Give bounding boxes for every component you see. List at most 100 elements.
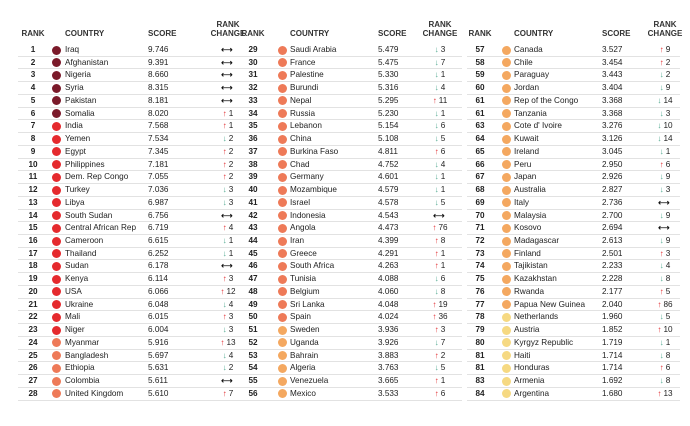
- rank-cell: 6: [30, 108, 36, 118]
- score-cell: 6.756: [148, 210, 169, 220]
- score-cell: 2.613: [602, 236, 623, 246]
- arrow-up-icon: ↑: [434, 325, 439, 335]
- rank-change-value: 5: [665, 286, 671, 296]
- no-change-icon: ⟷: [221, 210, 233, 220]
- table-column-1: RANK COUNTRY SCORE RANK CHANGE 1 Iraq 9.746 ⟷ 2 Af…: [18, 14, 245, 401]
- table-row: 5 Pakistan 8.181 ⟷: [18, 95, 240, 108]
- risk-tier-dot: [52, 223, 61, 233]
- rank-cell: 22: [28, 312, 38, 322]
- country-cell: Indonesia: [290, 210, 326, 220]
- country-cell: Ethiopia: [65, 363, 95, 373]
- rank-change-cell: ↑ 3: [420, 324, 460, 336]
- rank-change-cell: ⟷: [645, 197, 685, 209]
- rank-cell: 69: [475, 197, 485, 207]
- rank-change-cell: ⟷: [208, 375, 248, 387]
- table-row: 1 Iraq 9.746 ⟷: [18, 44, 240, 57]
- table-row: 48 Belgium 4.060 ↓ 8: [240, 286, 462, 299]
- score-cell: 1.680: [602, 388, 623, 398]
- risk-tier-dot: [502, 363, 511, 373]
- rank-cell: 51: [248, 325, 258, 335]
- score-cell: 7.534: [148, 134, 169, 144]
- rank-change-cell: ↑ 2: [420, 350, 460, 362]
- table-row: 46 South Africa 4.263 ↑ 1: [240, 260, 462, 274]
- table-row: 74 Tajikistan 2.233 ↓ 4: [467, 260, 680, 274]
- table-row: 77 Papua New Guinea 2.040 ↑ 86: [467, 299, 680, 312]
- rank-change-cell: ↓ 1: [420, 108, 460, 120]
- arrow-up-icon: ↑: [659, 363, 664, 373]
- rank-cell: 23: [28, 325, 38, 335]
- table-row: 70 Malaysia 2.700 ↓ 9: [467, 210, 680, 223]
- rank-cell: 63: [475, 121, 485, 131]
- arrow-down-icon: ↓: [434, 159, 439, 169]
- table-row: 33 Nepal 5.295 ↑ 11: [240, 95, 462, 108]
- rank-change-value: 9: [665, 172, 671, 182]
- rank-change-cell: ↓ 3: [208, 324, 248, 336]
- country-cell: Palestine: [290, 70, 324, 80]
- rank-change-value: 1: [440, 248, 446, 258]
- arrow-up-icon: ↑: [220, 286, 225, 296]
- rank-change-value: 8: [440, 286, 446, 296]
- rank-change-value: 3: [228, 325, 234, 335]
- table-row: 83 Armenia 1.692 ↓ 8: [467, 375, 680, 388]
- score-cell: 2.040: [602, 299, 623, 309]
- rank-change-value: 1: [440, 376, 446, 386]
- rank-change-value: 2: [665, 70, 671, 80]
- rank-change-value: 1: [440, 185, 446, 195]
- rank-change-value: 6: [440, 146, 446, 156]
- header-rank-change: RANK CHANGE: [645, 20, 685, 38]
- rank-change-cell: ↑ 13: [208, 337, 248, 349]
- score-cell: 4.024: [378, 312, 399, 322]
- table-row: 52 Uganda 3.926 ↓ 7: [240, 337, 462, 350]
- rank-cell: 79: [475, 325, 485, 335]
- rank-change-cell: ↓ 5: [420, 133, 460, 145]
- table-row: 3 Nigeria 8.660 ⟷: [18, 69, 240, 83]
- score-cell: 4.543: [378, 210, 399, 220]
- rank-change-cell: ↓ 7: [420, 337, 460, 349]
- rank-change-cell: ↑ 12: [208, 286, 248, 298]
- rank-cell: 56: [248, 388, 258, 398]
- country-cell: Greece: [290, 248, 317, 258]
- risk-tier-dot: [502, 70, 511, 80]
- country-cell: Tanzania: [514, 108, 547, 118]
- rank-change-cell: ↑ 2: [208, 159, 248, 171]
- score-cell: 4.399: [378, 236, 399, 246]
- header-rank-change-line1: RANK: [216, 20, 240, 29]
- no-change-icon: ⟷: [658, 223, 670, 233]
- score-cell: 4.088: [378, 274, 399, 284]
- rank-cell: 11: [28, 172, 38, 182]
- rank-change-value: 3: [665, 108, 671, 118]
- rank-change-value: 5: [440, 134, 446, 144]
- rank-change-value: 2: [228, 363, 234, 373]
- arrow-up-icon: ↑: [432, 312, 437, 322]
- risk-tier-dot: [278, 351, 287, 361]
- country-cell: Cameroon: [65, 236, 104, 246]
- risk-tier-dot: [502, 96, 511, 106]
- score-cell: 3.883: [378, 350, 399, 360]
- country-cell: South Sudan: [65, 210, 113, 220]
- rank-change-cell: ⟷: [208, 95, 248, 107]
- country-cell: Syria: [65, 83, 84, 93]
- country-cell: Ireland: [514, 146, 540, 156]
- rank-cell: 57: [475, 45, 485, 54]
- rank-cell: 73: [475, 248, 485, 258]
- arrow-down-icon: ↓: [434, 185, 439, 195]
- rank-cell: 8: [30, 134, 36, 144]
- risk-tier-dot: [52, 363, 61, 373]
- arrow-up-icon: ↑: [432, 223, 437, 233]
- rank-change-cell: ⟷: [208, 57, 248, 69]
- rank-cell: 14: [28, 210, 38, 220]
- rank-cell: 66: [475, 159, 485, 169]
- no-change-icon: ⟷: [658, 197, 670, 207]
- country-cell: Papua New Guinea: [514, 299, 586, 309]
- arrow-down-icon: ↓: [222, 185, 227, 195]
- rank-change-value: 5: [440, 197, 446, 207]
- risk-tier-dot: [52, 185, 61, 195]
- table-row: 13 Libya 6.987 ↓ 3: [18, 197, 240, 210]
- rank-change-cell: ↓ 3: [645, 108, 685, 120]
- header-country: COUNTRY: [290, 29, 330, 38]
- country-cell: Jordan: [514, 83, 540, 93]
- arrow-up-icon: ↑: [222, 388, 227, 398]
- score-cell: 4.048: [378, 299, 399, 309]
- score-cell: 3.527: [602, 45, 623, 54]
- risk-tier-dot: [52, 338, 61, 348]
